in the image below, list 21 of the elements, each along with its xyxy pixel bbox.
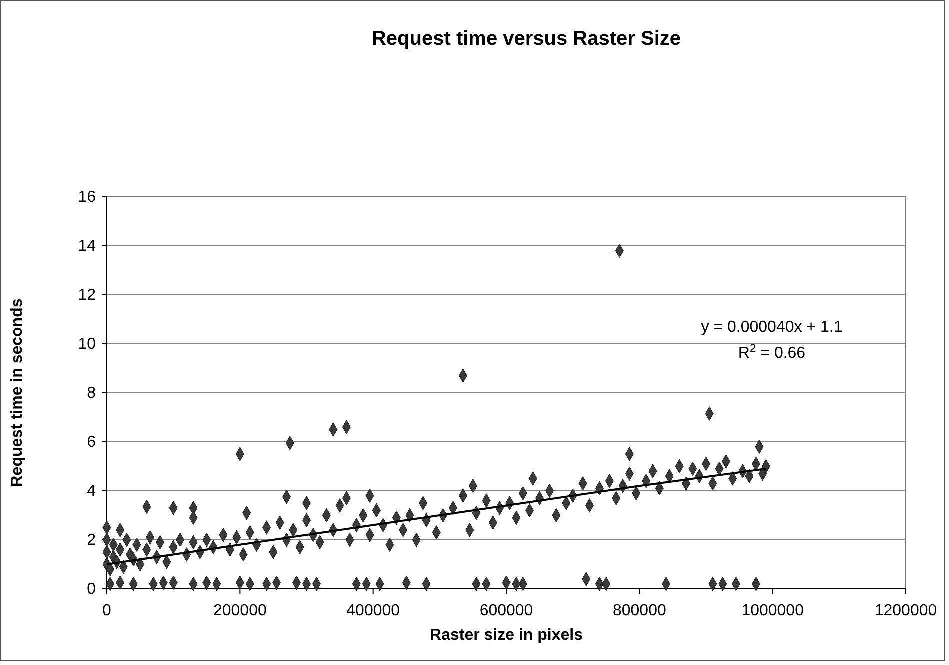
- annotation: R$^{2}$ = 0.66: [738, 342, 806, 362]
- x-tick-label: 600000: [480, 602, 534, 620]
- chart-title: Request time versus Raster Size: [372, 28, 682, 50]
- x-tick-label: 0: [102, 602, 112, 620]
- y-tick-label: 2: [87, 532, 96, 550]
- y-tick-label: 8: [87, 385, 96, 402]
- x-axis-title: Raster size in pixels: [430, 627, 584, 644]
- y-tick-label: 6: [87, 434, 96, 452]
- x-tick-label: 400000: [346, 602, 400, 620]
- y-tick-label: 0: [87, 581, 96, 598]
- annotation: y = 0.000040x + 1.1: [701, 318, 843, 336]
- y-tick-label: 10: [78, 336, 96, 354]
- x-tick-label: 200000: [213, 602, 267, 620]
- y-tick-label: 14: [78, 238, 96, 256]
- y-tick-label: 4: [87, 483, 96, 500]
- x-tick-label: 1000000: [742, 602, 804, 620]
- x-tick-label: 1200000: [874, 602, 938, 620]
- y-axis-title: Request time in seconds: [9, 298, 26, 488]
- y-tick-label: 16: [78, 189, 96, 206]
- x-tick-label: 800000: [612, 602, 666, 620]
- y-tick-label: 12: [78, 287, 96, 304]
